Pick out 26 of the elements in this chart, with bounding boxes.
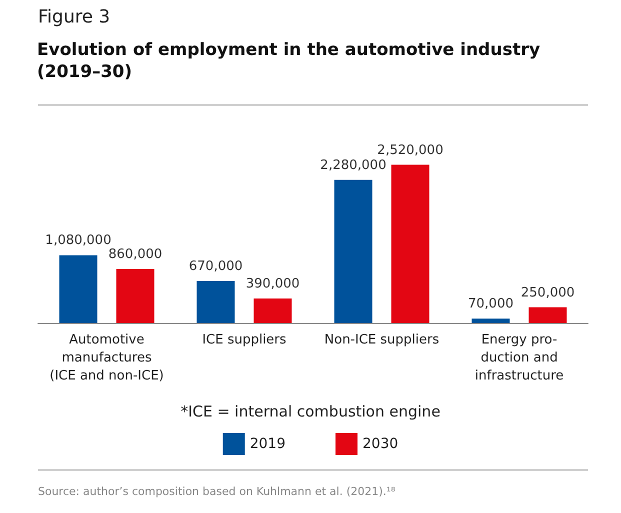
bar [59, 255, 98, 323]
bar [334, 180, 372, 323]
data-label: 390,000 [246, 276, 300, 292]
data-label: 2,280,000 [320, 158, 386, 173]
x-tick-label: Automotive manufactures (ICE and non-ICE) [50, 332, 164, 384]
data-label: 250,000 [520, 285, 575, 300]
x-tick-label: Non-ICE suppliers [324, 332, 440, 348]
text: *ICE = internal combustion engine [180, 402, 440, 420]
bar [528, 307, 567, 323]
bar [254, 298, 292, 323]
bar [391, 164, 430, 323]
data-label: 860,000 [108, 247, 162, 262]
chart-title: Evolution of employment in the automotive industry (2019–30) [37, 40, 546, 82]
caption: Figure 3 [38, 6, 110, 28]
data-label: 1,080,000 [45, 233, 112, 248]
x-tick-label: ICE suppliers [202, 332, 287, 348]
legend-label: 2019 [250, 436, 286, 452]
bar [196, 280, 235, 323]
x-tick-label: Energy pro- duction and infrastructure [474, 332, 564, 384]
source-note: Source: author’s composition based on Kuhlmann et al. (2021).¹⁸ [38, 485, 396, 498]
data-label: 2,520,000 [377, 142, 444, 158]
bar [116, 269, 154, 323]
bar [472, 318, 510, 323]
legend-label: 2030 [362, 436, 398, 452]
data-label: 670,000 [188, 258, 243, 274]
data-label: 70,000 [468, 296, 514, 312]
